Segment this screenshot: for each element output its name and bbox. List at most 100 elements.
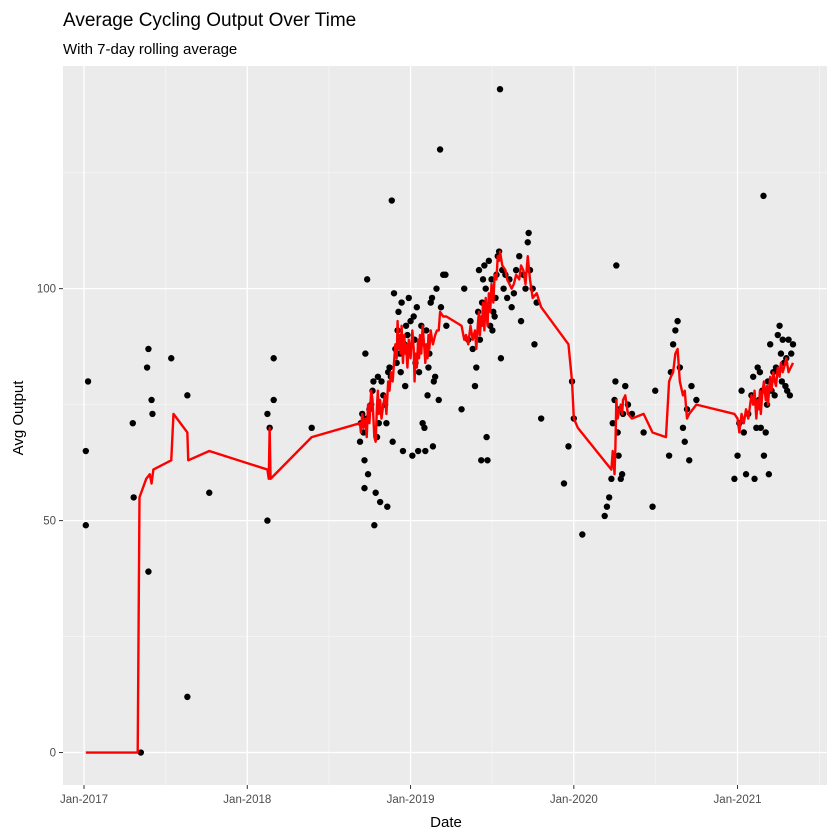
data-point [428, 294, 436, 302]
data-point [473, 364, 480, 371]
data-point [652, 387, 659, 394]
data-point [760, 192, 767, 200]
data-point [442, 271, 449, 278]
data-point [613, 262, 620, 269]
data-point [734, 452, 741, 459]
data-point [362, 350, 369, 357]
data-point [777, 350, 785, 357]
data-point [679, 424, 687, 432]
data-point [168, 355, 175, 362]
data-point [489, 327, 496, 334]
data-point [363, 276, 371, 283]
y-tick-label: 100 [37, 284, 56, 296]
data-point [399, 447, 407, 455]
data-point [436, 146, 444, 153]
data-point [565, 443, 572, 450]
data-point [479, 276, 487, 283]
data-point [484, 457, 491, 464]
data-point [779, 336, 786, 343]
data-point [503, 294, 511, 302]
data-point [361, 457, 368, 464]
data-point [510, 290, 518, 297]
data-point [476, 336, 484, 343]
data-point [149, 410, 156, 418]
data-point [270, 355, 277, 362]
data-point [522, 285, 529, 292]
data-point [601, 512, 608, 520]
data-point [378, 378, 385, 385]
data-point [371, 522, 378, 529]
data-point [423, 327, 430, 334]
data-point [389, 438, 396, 445]
data-point [414, 447, 422, 455]
x-tick-label: Jan-2018 [223, 794, 271, 806]
data-point [478, 457, 485, 464]
data-point [672, 327, 679, 334]
data-point [429, 443, 437, 450]
data-point [608, 475, 615, 483]
data-point [605, 494, 613, 501]
data-point [622, 382, 629, 390]
grid-minor [63, 66, 827, 785]
data-point [674, 317, 681, 325]
rolling-average-path [85, 250, 795, 754]
y-axis-title: Avg Output [10, 380, 27, 456]
data-point [756, 368, 764, 376]
data-point [488, 276, 495, 283]
data-point [383, 419, 390, 427]
data-point [84, 378, 92, 385]
data-point [82, 447, 90, 455]
data-point [390, 290, 398, 297]
y-axis: 0 50 100 [37, 284, 63, 760]
data-point [137, 749, 145, 756]
data-point [370, 378, 377, 385]
data-point [458, 406, 465, 413]
data-point [409, 452, 416, 459]
data-point [615, 452, 622, 459]
data-point [143, 364, 151, 371]
x-tick-label: Jan-2019 [387, 794, 435, 806]
data-point [762, 429, 769, 436]
data-point [467, 317, 474, 325]
data-point [612, 378, 619, 385]
data-point [388, 197, 395, 204]
data-point [425, 364, 432, 371]
data-point [398, 299, 405, 306]
data-point [433, 285, 440, 292]
data-point [693, 396, 700, 404]
data-point [603, 503, 611, 510]
data-point [413, 304, 421, 311]
data-point [649, 503, 656, 510]
data-point [407, 317, 414, 325]
data-point [443, 322, 450, 329]
data-point [665, 452, 673, 459]
data-point [766, 341, 774, 348]
data-point [508, 304, 515, 311]
data-point [361, 484, 368, 492]
data-point [491, 313, 498, 320]
data-point [130, 494, 137, 501]
data-point [184, 693, 191, 701]
data-point [753, 424, 760, 432]
data-point [461, 285, 468, 292]
x-axis-title: Date [430, 814, 462, 831]
data-point [395, 308, 402, 316]
data-point [537, 415, 545, 422]
data-point [618, 471, 626, 478]
x-axis: Jan-2017 Jan-2018 Jan-2019 Jan-2020 Jan-2021 [60, 785, 762, 806]
data-point [531, 341, 538, 348]
data-point [789, 341, 797, 348]
data-point [742, 471, 750, 478]
data-point [681, 438, 688, 445]
data-point [374, 373, 382, 380]
data-point [415, 368, 423, 376]
data-point [469, 345, 476, 353]
data-point [129, 419, 136, 427]
data-point [783, 387, 791, 394]
y-tick-label: 50 [43, 516, 56, 528]
data-point [524, 239, 531, 246]
data-point [435, 396, 442, 404]
data-point [483, 433, 490, 441]
data-point [437, 304, 445, 311]
